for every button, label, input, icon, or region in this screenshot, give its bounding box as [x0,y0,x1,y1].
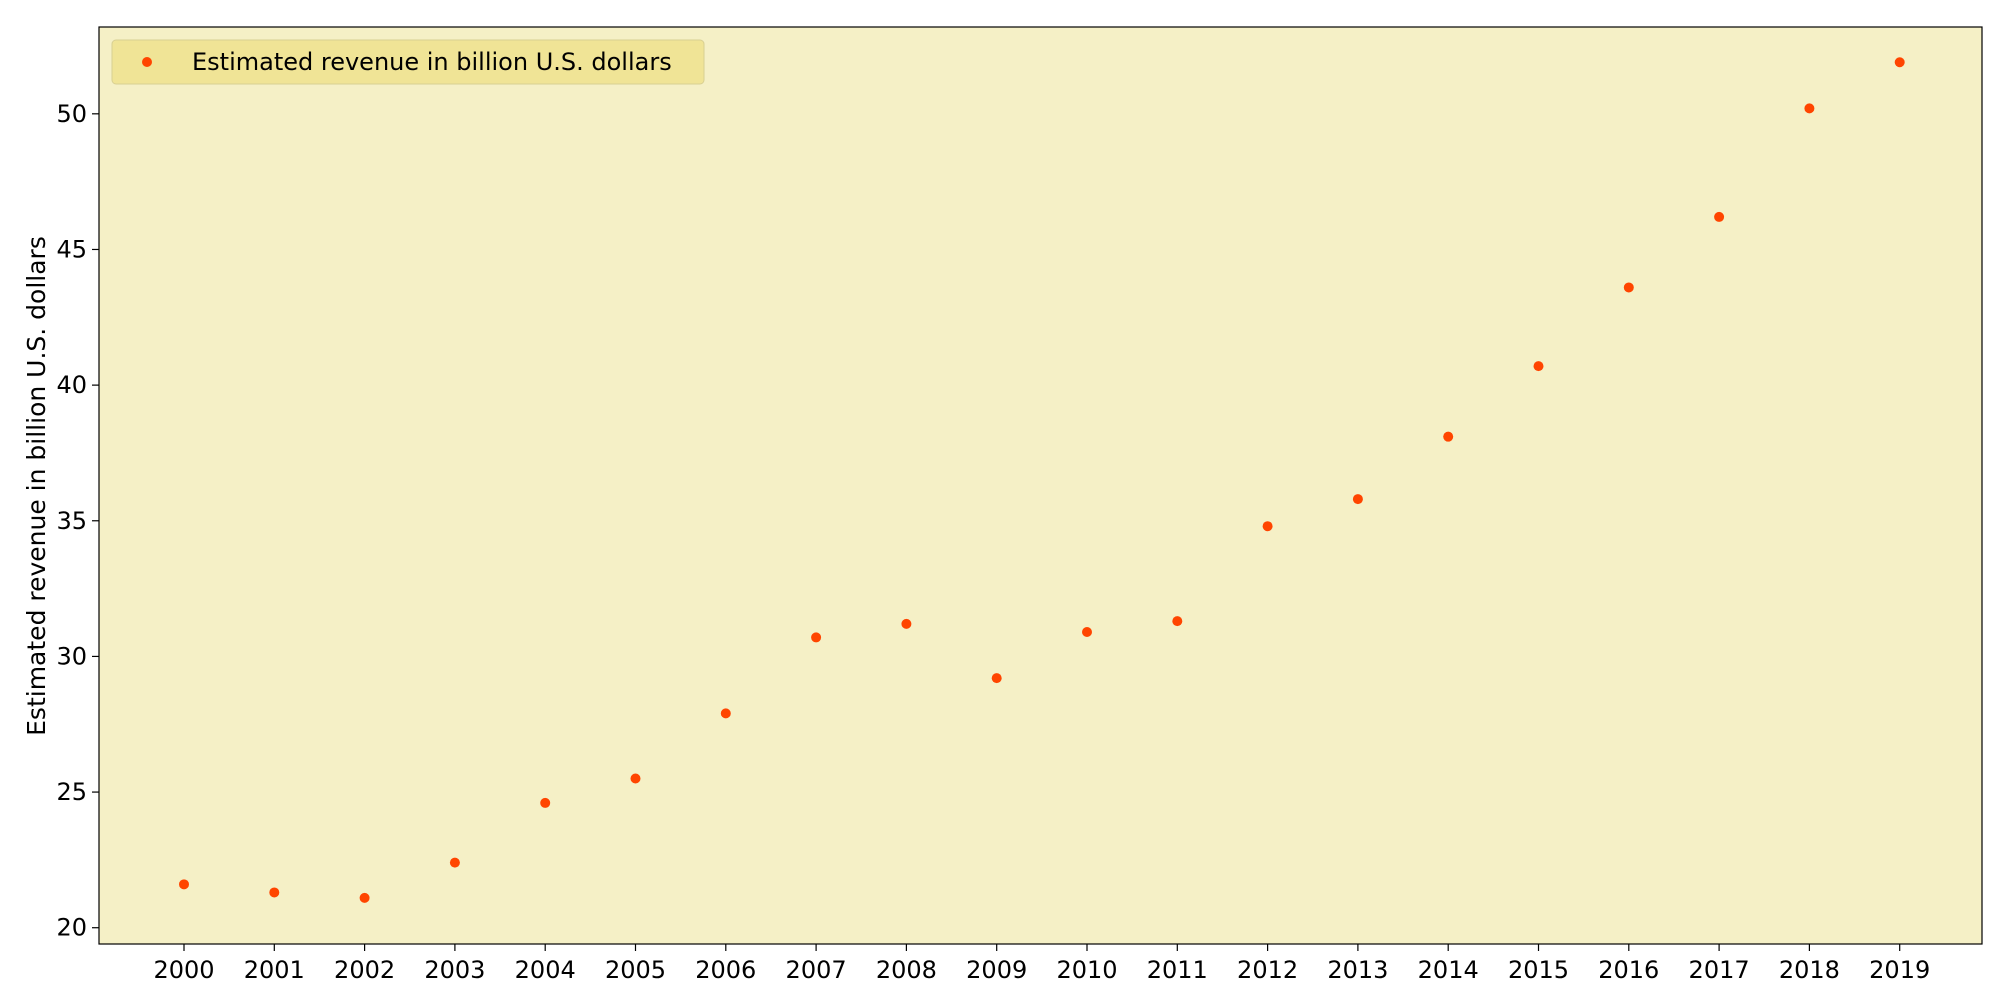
y-tick-label: 50 [56,100,87,128]
x-tick-label: 2008 [876,956,937,984]
data-point [1894,57,1905,68]
x-tick-label: 2011 [1147,956,1208,984]
legend-label: Estimated revenue in billion U.S. dollar… [192,48,672,76]
x-tick-label: 2004 [515,956,576,984]
data-point [630,773,641,784]
x-tick-label: 2005 [605,956,666,984]
x-tick-label: 2013 [1327,956,1388,984]
data-point [1533,361,1544,372]
data-point [269,887,280,898]
data-point [901,618,912,629]
data-point [1623,282,1634,293]
x-tick-label: 2012 [1237,956,1298,984]
x-tick-label: 2017 [1689,956,1750,984]
data-point [811,632,822,643]
data-point [449,857,460,868]
data-point [1443,431,1454,442]
x-tick-label: 2002 [334,956,395,984]
data-point [540,797,551,808]
y-axis-label: Estimated revenue in billion U.S. dollar… [22,236,51,736]
data-point [359,892,370,903]
legend-marker [142,57,152,67]
data-point [1172,616,1183,627]
y-tick-label: 25 [56,778,87,806]
data-point [1082,627,1092,638]
x-tick-label: 2016 [1598,956,1659,984]
y-tick-label: 40 [56,371,87,399]
x-tick-label: 2019 [1869,956,1930,984]
x-tick-label: 2009 [966,956,1027,984]
x-tick-label: 2003 [424,956,485,984]
y-axis: 20 25 30 35 40 45 50 [56,100,99,942]
plot-area [98,26,1983,945]
x-tick-label: 2015 [1508,956,1569,984]
data-point [1262,521,1273,532]
x-axis: 2000 2001 2002 2003 2004 2005 2006 2007 2008 2009… [153,944,1930,984]
data-point [179,879,189,890]
x-tick-label: 2014 [1418,956,1479,984]
x-tick-label: 2006 [695,956,756,984]
x-tick-label: 2018 [1779,956,1840,984]
data-point [1352,494,1363,505]
y-tick-label: 35 [56,507,87,535]
y-tick-label: 20 [56,914,87,942]
x-tick-label: 2001 [244,956,305,984]
x-tick-label: 2010 [1056,956,1117,984]
x-tick-label: 2000 [153,956,214,984]
data-point [1714,211,1725,222]
legend: Estimated revenue in billion U.S. dollar… [111,39,705,85]
data-point [991,673,1002,684]
x-tick-label: 2007 [786,956,847,984]
data-point [1804,103,1815,114]
y-tick-label: 45 [56,235,87,263]
legend-box [111,39,705,85]
data-point [720,708,731,719]
y-tick-label: 30 [56,642,87,670]
data-points [179,57,1905,903]
